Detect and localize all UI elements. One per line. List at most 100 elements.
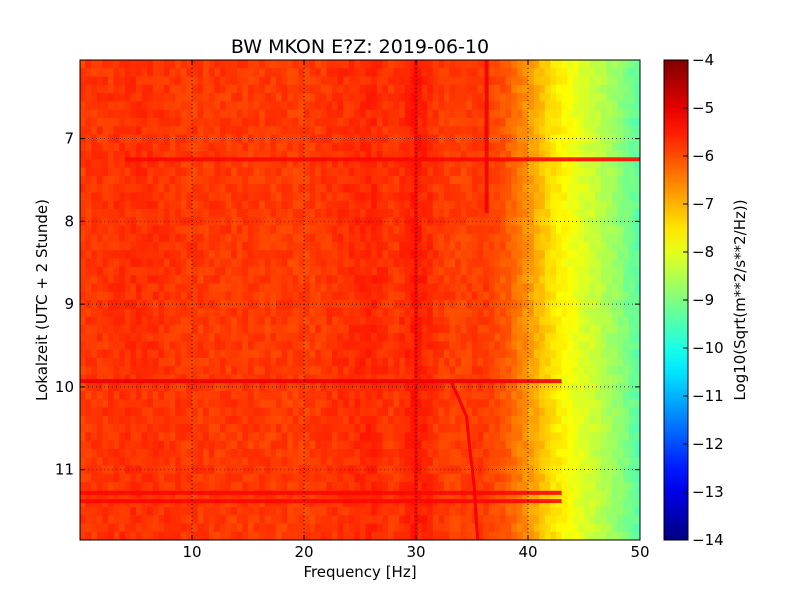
heatmap-cell	[320, 151, 327, 160]
heatmap-cell	[623, 151, 630, 160]
heatmap-cell	[102, 159, 109, 168]
heatmap-cell	[528, 217, 534, 226]
heatmap-cell	[466, 250, 473, 260]
heatmap-cell	[124, 242, 131, 251]
heatmap-cell	[455, 151, 462, 160]
heatmap-cell	[287, 93, 294, 102]
heatmap-cell	[141, 142, 148, 152]
heatmap-cell	[634, 192, 641, 202]
heatmap-cell	[382, 357, 389, 367]
heatmap-cell	[158, 192, 165, 202]
heatmap-cell	[544, 465, 551, 475]
heatmap-cell	[197, 432, 204, 442]
heatmap-cell	[231, 142, 238, 152]
heatmap-cell	[315, 308, 322, 317]
heatmap-cell	[192, 175, 198, 185]
heatmap-cell	[169, 291, 176, 301]
heatmap-cell	[544, 200, 551, 210]
heatmap-cell	[421, 68, 428, 77]
heatmap-cell	[164, 341, 170, 351]
heatmap-cell	[556, 134, 562, 144]
heatmap-cell	[455, 93, 462, 102]
heatmap-cell	[164, 308, 170, 317]
heatmap-cell	[522, 266, 529, 276]
heatmap-cell	[483, 266, 490, 276]
heatmap-cell	[623, 200, 630, 210]
heatmap-cell	[399, 159, 406, 168]
heatmap-cell	[214, 126, 221, 135]
heatmap-cell	[438, 300, 445, 309]
heatmap-cell	[130, 324, 137, 334]
heatmap-cell	[584, 333, 590, 342]
heatmap-cell	[130, 341, 137, 351]
heatmap-cell	[164, 68, 170, 77]
heatmap-cell	[337, 432, 344, 442]
heatmap-cell	[281, 399, 288, 408]
heatmap-cell	[264, 159, 271, 168]
heatmap-cell	[119, 465, 126, 475]
heatmap-cell	[158, 440, 165, 450]
heatmap-cell	[309, 366, 316, 375]
heatmap-cell	[248, 117, 254, 127]
heatmap-cell	[567, 300, 574, 309]
heatmap-cell	[309, 167, 316, 177]
heatmap-cell	[460, 68, 467, 77]
heatmap-cell	[500, 291, 506, 301]
heatmap-cell	[91, 316, 98, 326]
heatmap-cell	[449, 283, 456, 293]
heatmap-cell	[511, 308, 518, 317]
heatmap-cell	[152, 308, 159, 317]
heatmap-cell	[500, 432, 506, 442]
heatmap-cell	[623, 424, 630, 433]
heatmap-cell	[292, 117, 299, 127]
heatmap-cell	[533, 151, 540, 160]
heatmap-cell	[141, 101, 148, 111]
heatmap-cell	[180, 424, 187, 433]
heatmap-cell	[511, 184, 518, 193]
heatmap-cell	[567, 407, 574, 417]
heatmap-cell	[561, 440, 568, 450]
heatmap-cell	[253, 159, 260, 168]
heatmap-cell	[432, 101, 439, 111]
heatmap-cell	[472, 308, 478, 317]
heatmap-cell	[231, 424, 238, 433]
heatmap-cell	[136, 175, 142, 185]
heatmap-cell	[404, 415, 411, 425]
heatmap-cell	[606, 316, 613, 326]
heatmap-cell	[264, 192, 271, 202]
heatmap-cell	[236, 440, 243, 450]
heatmap-cell	[242, 308, 249, 317]
heatmap-cell	[477, 167, 484, 177]
heatmap-cell	[399, 84, 406, 94]
heatmap-cell	[494, 283, 501, 293]
heatmap-cell	[276, 448, 282, 458]
heatmap-cell	[91, 440, 98, 450]
heatmap-cell	[259, 324, 266, 334]
heatmap-cell	[231, 84, 238, 94]
heatmap-cell	[556, 275, 562, 284]
heatmap-cell	[242, 250, 249, 260]
heatmap-cell	[214, 399, 221, 408]
heatmap-cell	[516, 407, 523, 417]
heatmap-cell	[287, 440, 294, 450]
heatmap-cell	[584, 448, 590, 458]
heatmap-cell	[617, 192, 624, 202]
heatmap-cell	[231, 448, 238, 458]
heatmap-cell	[309, 440, 316, 450]
heatmap-cell	[158, 134, 165, 144]
heatmap-cell	[220, 432, 226, 442]
heatmap-cell	[113, 126, 120, 135]
heatmap-cell	[197, 68, 204, 77]
heatmap-cell	[354, 391, 361, 400]
heatmap-cell	[259, 357, 266, 367]
heatmap-cell	[309, 308, 316, 317]
heatmap-cell	[236, 159, 243, 168]
heatmap-cell	[449, 308, 456, 317]
heatmap-cell	[192, 101, 198, 111]
heatmap-cell	[488, 68, 495, 77]
heatmap-cell	[225, 93, 232, 102]
heatmap-cell	[505, 184, 512, 193]
heatmap-cell	[572, 291, 579, 301]
heatmap-cell	[606, 200, 613, 210]
heatmap-cell	[427, 109, 434, 119]
